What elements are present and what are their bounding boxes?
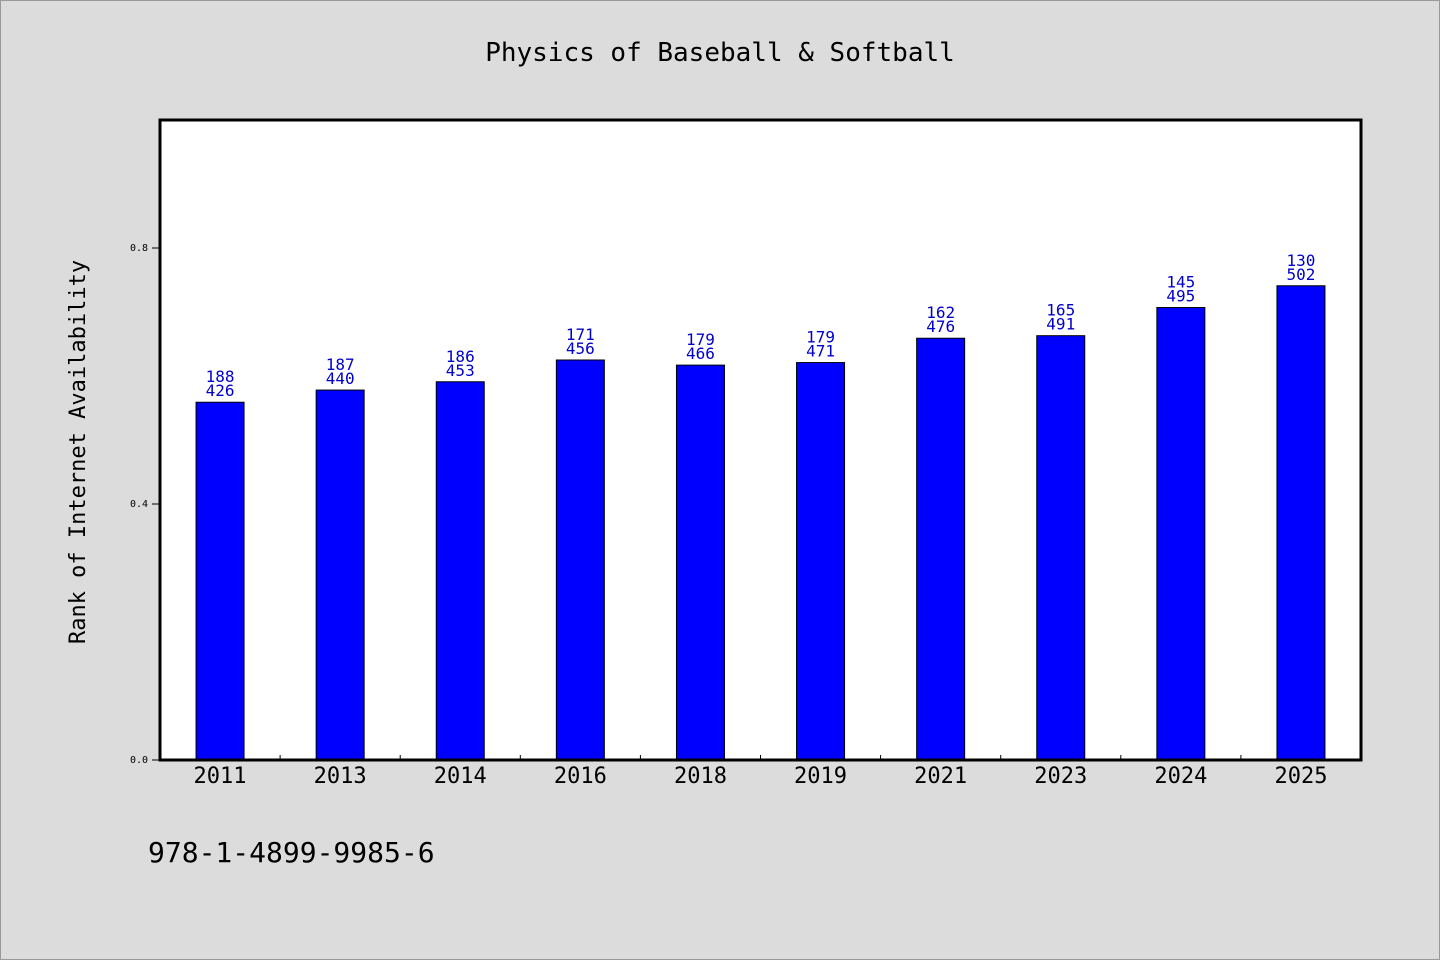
- bar-label-bottom-2025: 502: [1286, 265, 1315, 284]
- bar-2013: [315, 389, 365, 761]
- bars-layer: [195, 285, 1326, 761]
- bar-label-top-2021: 162: [926, 303, 955, 322]
- bar-label-top-2024: 145: [1166, 273, 1195, 292]
- bar-2019: [796, 362, 846, 761]
- bar-label-bottom-2024: 495: [1166, 287, 1195, 306]
- bar-2023: [1036, 335, 1086, 761]
- bar-2011: [195, 401, 245, 761]
- y-tick-label: 0.0: [130, 755, 148, 766]
- bar-label-bottom-2023: 491: [1046, 315, 1075, 334]
- bar-label-top-2023: 165: [1046, 301, 1075, 320]
- y-tick-label: 0.4: [130, 499, 148, 510]
- x-tick-label-2021: 2021: [914, 764, 967, 789]
- bar-2024: [1156, 307, 1206, 761]
- bar-2025: [1276, 285, 1326, 761]
- bar-2018: [675, 364, 725, 761]
- bar-label-bottom-2014: 453: [446, 361, 475, 380]
- bar-2014: [435, 381, 485, 761]
- bar-label-top-2025: 130: [1286, 251, 1315, 270]
- bar-label-bottom-2021: 476: [926, 317, 955, 336]
- x-tick-label-2019: 2019: [794, 764, 847, 789]
- x-tick-label-2011: 2011: [194, 764, 247, 789]
- x-tick-label-2023: 2023: [1034, 764, 1087, 789]
- x-tick-label-2013: 2013: [314, 764, 367, 789]
- bar-2016: [555, 359, 605, 761]
- bar-label-bottom-2011: 426: [206, 381, 235, 400]
- isbn-footer: 978-1-4899-9985-6: [148, 836, 435, 869]
- bar-label-bottom-2016: 456: [566, 339, 595, 358]
- bar-2021: [916, 337, 966, 761]
- bar-label-top-2019: 179: [806, 328, 835, 347]
- bar-label-top-2013: 187: [326, 355, 355, 374]
- x-tick-label-2024: 2024: [1154, 764, 1207, 789]
- bar-label-top-2016: 171: [566, 325, 595, 344]
- x-tick-label-2014: 2014: [434, 764, 487, 789]
- x-tick-label-2016: 2016: [554, 764, 607, 789]
- bar-label-bottom-2018: 466: [686, 344, 715, 363]
- chart-title: Physics of Baseball & Softball: [485, 38, 955, 68]
- bar-label-bottom-2019: 471: [806, 342, 835, 361]
- plot-frame: [158, 118, 1363, 762]
- bar-label-bottom-2013: 440: [326, 369, 355, 388]
- x-tick-label-2025: 2025: [1274, 764, 1327, 789]
- y-axis-label: Rank of Internet Availability: [66, 260, 91, 644]
- y-tick-label: 0.8: [130, 243, 148, 254]
- x-tick-label-2018: 2018: [674, 764, 727, 789]
- bar-label-top-2018: 179: [686, 330, 715, 349]
- bar-label-top-2014: 186: [446, 347, 475, 366]
- bar-label-top-2011: 188: [206, 367, 235, 386]
